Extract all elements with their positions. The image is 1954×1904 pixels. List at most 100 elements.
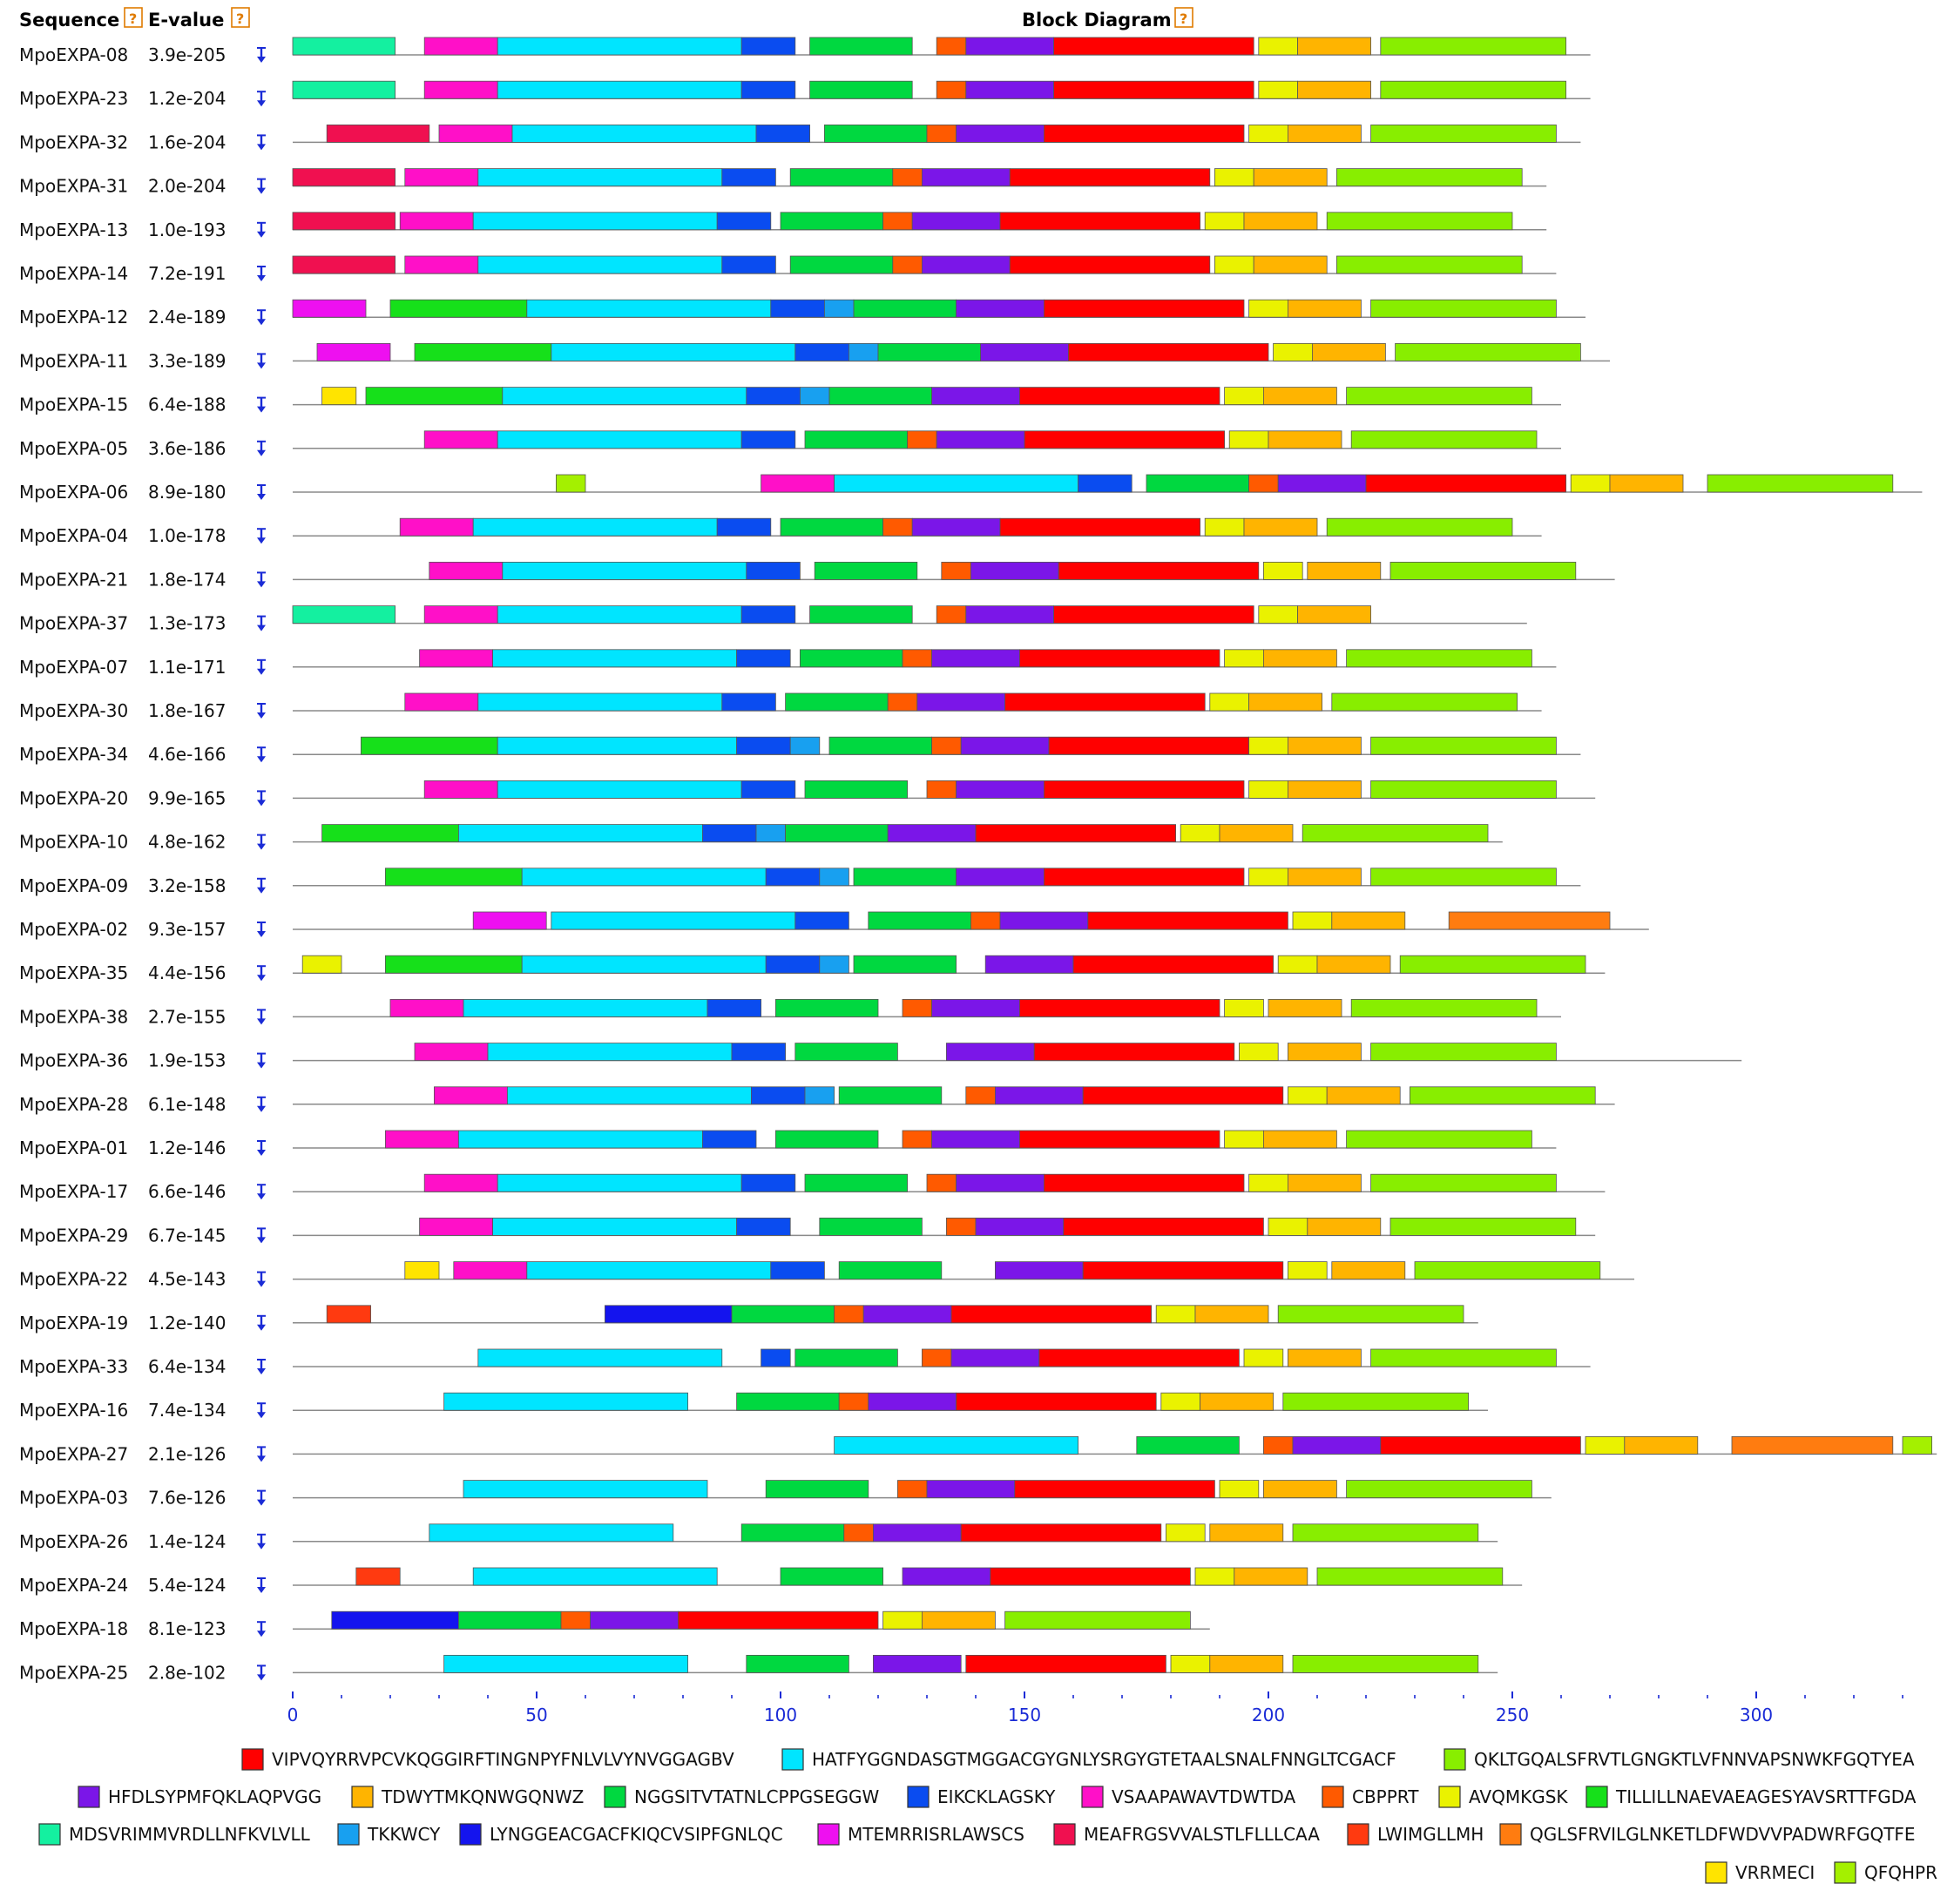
motif-block-m4[interactable]	[980, 342, 1069, 361]
motif-block-m9[interactable]	[1248, 474, 1279, 493]
motif-block-m1[interactable]	[1009, 255, 1211, 274]
motif-block-m1[interactable]	[1072, 955, 1274, 974]
sequence-row[interactable]: MpoEXPA-05 3.6e-186	[19, 430, 1561, 459]
motif-block-m2[interactable]	[526, 299, 772, 318]
download-arrow-icon[interactable]	[257, 309, 266, 326]
motif-block-m7[interactable]	[731, 1043, 786, 1061]
motif-block-m8[interactable]	[423, 80, 498, 99]
motif-block-m5[interactable]	[1288, 1043, 1362, 1061]
motif-block-m1[interactable]	[1053, 605, 1254, 624]
motif-block-m4[interactable]	[931, 999, 1020, 1017]
motif-block-m1[interactable]	[950, 1305, 1153, 1324]
download-arrow-icon[interactable]	[257, 877, 266, 894]
motif-block-m5[interactable]	[1288, 736, 1362, 755]
motif-block-m1[interactable]	[999, 212, 1201, 231]
sequence-name[interactable]: MpoEXPA-08	[19, 44, 128, 65]
motif-block-m2[interactable]	[497, 1173, 742, 1192]
sequence-row[interactable]: MpoEXPA-18 8.1e-123	[19, 1610, 1210, 1639]
download-arrow-icon[interactable]	[257, 1402, 266, 1419]
download-arrow-icon[interactable]	[257, 396, 266, 413]
motif-block-m10[interactable]	[1228, 430, 1269, 449]
motif-block-m5[interactable]	[1609, 474, 1684, 493]
motif-block-m4[interactable]	[956, 124, 1045, 143]
motif-block-m1[interactable]	[1044, 780, 1245, 799]
legend-item-m15[interactable]: MTEMRRISRLAWSCS	[817, 1823, 1024, 1846]
motif-block-m6[interactable]	[828, 387, 932, 406]
motif-block-m5[interactable]	[1234, 1567, 1308, 1586]
legend-item-m4[interactable]: HFDLSYPMFQKLAQPVGG	[78, 1786, 321, 1808]
motif-block-m4[interactable]	[960, 736, 1050, 755]
motif-block-m8[interactable]	[414, 1043, 489, 1061]
motif-block-m4[interactable]	[970, 562, 1059, 580]
download-arrow-icon[interactable]	[257, 1184, 266, 1200]
motif-block-m7[interactable]	[740, 780, 796, 799]
motif-block-m3[interactable]	[1370, 736, 1557, 755]
motif-block-m20[interactable]	[556, 474, 586, 493]
sequence-name[interactable]: MpoEXPA-23	[19, 88, 128, 109]
motif-block-m7[interactable]	[736, 1218, 791, 1236]
motif-block-m2[interactable]	[477, 168, 723, 187]
sequence-name[interactable]: MpoEXPA-32	[19, 132, 128, 152]
motif-block-m5[interactable]	[1219, 824, 1294, 842]
download-arrow-icon[interactable]	[257, 1621, 266, 1637]
motif-block-m12[interactable]	[292, 80, 396, 99]
motif-block-m1[interactable]	[1053, 80, 1254, 99]
sequence-name[interactable]: MpoEXPA-09	[19, 875, 128, 896]
motif-block-m13[interactable]	[804, 1086, 835, 1105]
motif-block-m7[interactable]	[721, 692, 776, 712]
motif-block-m2[interactable]	[429, 1523, 674, 1543]
sequence-row[interactable]: MpoEXPA-31 2.0e-204	[19, 168, 1547, 197]
sequence-name[interactable]: MpoEXPA-31	[19, 176, 128, 197]
motif-block-m2[interactable]	[507, 1086, 752, 1105]
download-arrow-icon[interactable]	[257, 353, 266, 369]
motif-block-m8[interactable]	[438, 124, 513, 143]
motif-block-m5[interactable]	[1248, 692, 1322, 712]
motif-block-m7[interactable]	[740, 605, 796, 624]
motif-block-m3[interactable]	[1331, 692, 1518, 712]
motif-block-m1[interactable]	[1044, 124, 1245, 143]
motif-block-m6[interactable]	[838, 1261, 943, 1279]
motif-block-m2[interactable]	[477, 255, 723, 274]
motif-block-m4[interactable]	[956, 1173, 1045, 1192]
motif-block-m2[interactable]	[521, 955, 767, 974]
sequence-name[interactable]: MpoEXPA-07	[19, 657, 128, 678]
motif-block-m5[interactable]	[1331, 911, 1406, 930]
motif-block-m3[interactable]	[1350, 430, 1538, 449]
sequence-name[interactable]: MpoEXPA-15	[19, 395, 128, 415]
motif-block-m1[interactable]	[1044, 299, 1245, 318]
download-arrow-icon[interactable]	[257, 615, 266, 631]
motif-block-m2[interactable]	[497, 80, 742, 99]
motif-block-m11[interactable]	[414, 342, 552, 361]
motif-block-m7[interactable]	[736, 649, 791, 668]
motif-block-m4[interactable]	[922, 255, 1011, 274]
motif-block-m4[interactable]	[902, 1567, 991, 1586]
motif-block-m4[interactable]	[911, 517, 1001, 537]
motif-block-m3[interactable]	[1389, 1218, 1577, 1236]
motif-block-m10[interactable]	[1248, 780, 1288, 799]
motif-block-m1[interactable]	[956, 1392, 1157, 1411]
sequence-name[interactable]: MpoEXPA-25	[19, 1662, 128, 1683]
motif-block-m1[interactable]	[1038, 1348, 1240, 1367]
motif-block-m7[interactable]	[794, 911, 849, 930]
motif-block-m2[interactable]	[497, 430, 742, 449]
motif-block-m6[interactable]	[785, 692, 889, 712]
motif-block-m4[interactable]	[868, 1392, 957, 1411]
motif-block-m10[interactable]	[1273, 342, 1313, 361]
sequence-help-icon[interactable]: ?	[124, 7, 143, 28]
legend-item-m9[interactable]: CBPPRT	[1322, 1786, 1419, 1808]
motif-block-m10[interactable]	[1258, 605, 1299, 624]
motif-block-m4[interactable]	[984, 955, 1074, 974]
sequence-name[interactable]: MpoEXPA-30	[19, 700, 128, 721]
motif-block-m7[interactable]	[702, 824, 757, 842]
motif-block-m6[interactable]	[853, 955, 957, 974]
motif-block-m10[interactable]	[1277, 955, 1318, 974]
legend-item-m20[interactable]: QFQHPR	[1834, 1861, 1937, 1884]
motif-block-m3[interactable]	[1380, 80, 1567, 99]
motif-block-m11[interactable]	[365, 387, 504, 406]
motif-block-m8[interactable]	[423, 430, 498, 449]
motif-block-m1[interactable]	[678, 1610, 879, 1630]
sequence-row[interactable]: MpoEXPA-36 1.9e-153	[19, 1043, 1742, 1071]
motif-block-m4[interactable]	[1277, 474, 1367, 493]
motif-block-m4[interactable]	[965, 605, 1055, 624]
motif-block-m7[interactable]	[721, 255, 776, 274]
